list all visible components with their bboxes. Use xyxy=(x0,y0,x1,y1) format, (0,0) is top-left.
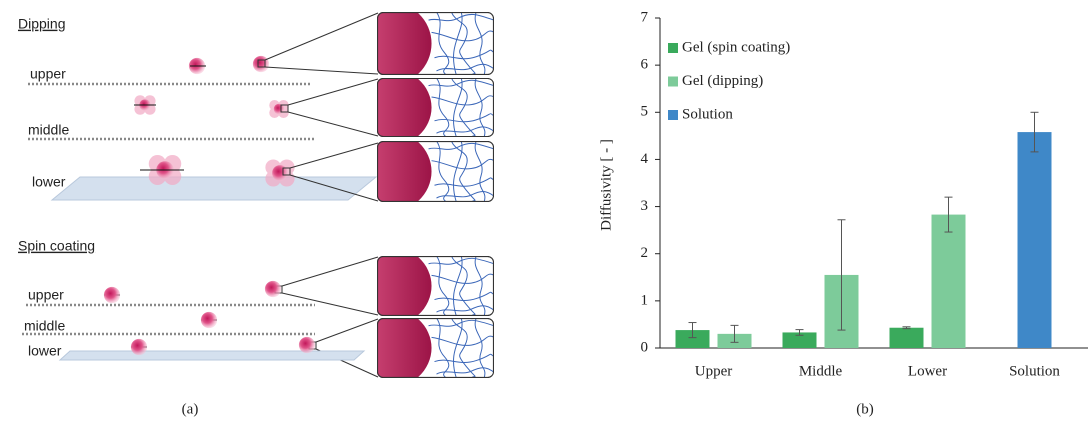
caption: (a) xyxy=(182,401,199,417)
level-label: middle xyxy=(28,122,69,138)
bar xyxy=(932,215,966,348)
bar xyxy=(1018,132,1052,348)
particle xyxy=(253,56,269,72)
x-tick-label: Solution xyxy=(1009,363,1060,379)
y-tick-label: 0 xyxy=(641,339,649,355)
legend-swatch xyxy=(668,110,678,120)
y-axis-label: Diffusivity [ - ] xyxy=(598,139,614,231)
y-tick-label: 2 xyxy=(641,245,649,261)
particle xyxy=(131,339,147,355)
level-label: upper xyxy=(30,66,66,82)
chart-b: (b) Diffusivity [ - ] 0 1 2 3 4 5 6 7 Upper Middl… xyxy=(598,9,1088,417)
particle xyxy=(299,337,315,353)
legend-swatch xyxy=(668,43,678,53)
y-tick-label: 4 xyxy=(641,151,649,167)
particle xyxy=(265,281,281,297)
level-label: upper xyxy=(28,287,64,303)
substrate xyxy=(60,351,364,360)
particle xyxy=(201,312,217,328)
particle xyxy=(269,100,289,118)
caption: (b) xyxy=(856,401,874,417)
section-title: Spin coating xyxy=(18,238,95,254)
level-label: lower xyxy=(32,174,66,190)
zoom-box xyxy=(342,245,494,326)
level-label: lower xyxy=(28,343,62,359)
particle xyxy=(104,287,120,303)
figure: Dipping upper middle lower Spin coating … xyxy=(0,0,1089,427)
zoom-box xyxy=(342,307,494,388)
y-tick-label: 5 xyxy=(641,104,649,120)
y-tick-label: 7 xyxy=(641,9,649,25)
x-tick-label: Middle xyxy=(799,363,843,379)
legend-swatch xyxy=(668,77,678,87)
legend-label: Gel (dipping) xyxy=(682,73,763,89)
section-title: Dipping xyxy=(18,16,65,32)
bar xyxy=(890,328,924,348)
legend-label: Gel (spin coating) xyxy=(682,39,790,55)
diagram-a: Dipping upper middle lower Spin coating … xyxy=(18,1,494,418)
y-tick-label: 3 xyxy=(641,198,649,214)
substrate xyxy=(52,177,376,200)
x-tick-label: Lower xyxy=(908,363,947,379)
level-label: middle xyxy=(24,318,65,334)
zoom-box xyxy=(342,130,494,213)
y-tick-label: 1 xyxy=(641,292,649,308)
zoom-box xyxy=(342,68,494,148)
legend-label: Solution xyxy=(682,106,733,122)
arrows xyxy=(104,66,217,347)
x-tick-label: Upper xyxy=(695,363,733,379)
y-tick-label: 6 xyxy=(641,57,649,73)
